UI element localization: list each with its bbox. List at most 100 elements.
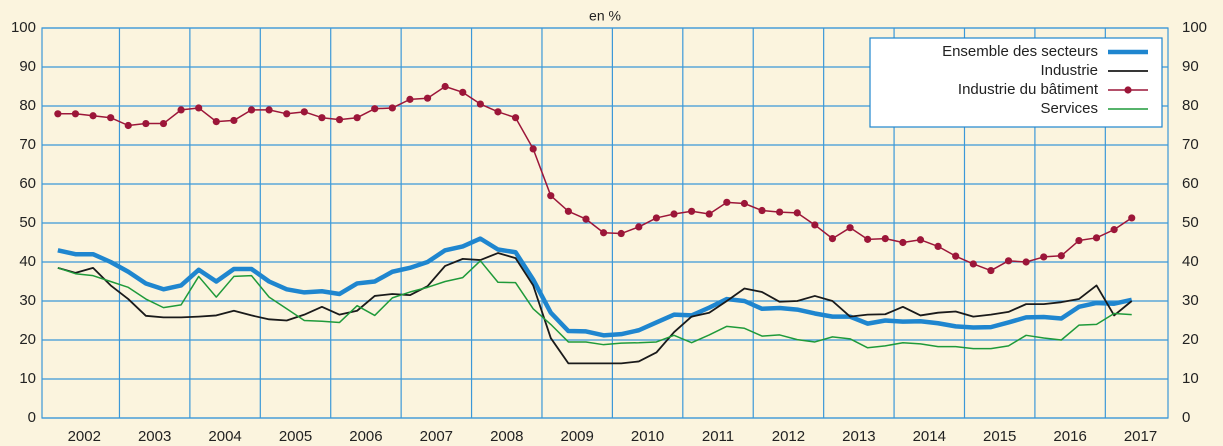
series-marker	[881, 235, 889, 243]
series-marker	[107, 114, 115, 122]
series-marker	[283, 110, 291, 118]
series-marker	[423, 94, 432, 102]
series-marker	[212, 118, 220, 126]
y2-tick-label: 80	[1182, 97, 1199, 114]
series-marker	[159, 119, 168, 128]
series-marker	[318, 114, 326, 122]
series-marker	[828, 235, 837, 243]
series-line	[57, 236, 1133, 338]
x-tick-label: 2016	[1053, 428, 1086, 445]
series-marker	[617, 229, 625, 238]
series-marker	[688, 207, 696, 215]
x-tick-label: 2009	[560, 428, 593, 445]
series-marker	[335, 116, 344, 124]
legend-label: Services	[1040, 100, 1098, 117]
x-tick-label: 2004	[208, 428, 241, 445]
series-marker	[599, 229, 608, 237]
legend-label: Industrie	[1040, 62, 1098, 79]
x-tick-label: 2002	[68, 428, 101, 445]
x-tick-label: 2010	[631, 428, 664, 445]
series-marker	[1057, 252, 1065, 260]
x-tick-label: 2017	[1124, 428, 1157, 445]
y-tick-label: 100	[11, 19, 36, 36]
y2-tick-label: 60	[1182, 175, 1199, 192]
series-marker	[705, 210, 713, 218]
series-marker	[635, 223, 643, 231]
series-marker	[1075, 236, 1083, 245]
series-marker	[247, 106, 256, 114]
y2-tick-label: 20	[1182, 331, 1199, 348]
series-marker	[916, 236, 925, 244]
x-tick-label: 2008	[490, 428, 523, 445]
series-marker	[230, 116, 238, 125]
series-marker	[459, 88, 467, 96]
series-marker	[89, 112, 97, 120]
series-marker	[987, 266, 995, 275]
y2-tick-label: 10	[1182, 370, 1199, 387]
x-tick-label: 2012	[772, 428, 805, 445]
series-line	[57, 260, 1132, 350]
series-marker	[511, 114, 520, 122]
series-marker	[476, 100, 484, 108]
x-tick-label: 2015	[983, 428, 1016, 445]
series-marker	[406, 95, 414, 103]
series-marker	[776, 208, 784, 216]
series-marker	[846, 224, 854, 232]
y2-tick-label: 50	[1182, 214, 1199, 231]
y-tick-label: 80	[19, 97, 36, 114]
series-marker	[1022, 258, 1030, 266]
y-tick-label: 40	[19, 253, 36, 270]
series-marker	[740, 199, 749, 208]
series-marker	[441, 82, 449, 91]
x-tick-label: 2007	[420, 428, 453, 445]
series-marker	[652, 214, 661, 222]
series-marker	[670, 210, 678, 218]
y-tick-label: 0	[28, 409, 36, 426]
legend-marker	[1124, 86, 1132, 94]
series-marker	[1128, 214, 1136, 222]
legend-label: Industrie du bâtiment	[958, 81, 1099, 98]
series-marker	[1092, 234, 1101, 242]
series-marker	[952, 252, 960, 260]
series-marker	[142, 119, 150, 128]
series-marker	[793, 209, 801, 217]
y-tick-label: 10	[19, 370, 36, 387]
y2-tick-label: 90	[1182, 58, 1199, 75]
x-tick-label: 2006	[349, 428, 382, 445]
series-marker	[265, 106, 273, 114]
y2-tick-label: 40	[1182, 253, 1199, 270]
y-tick-label: 50	[19, 214, 36, 231]
series-marker	[899, 238, 907, 247]
legend-label: Ensemble des secteurs	[942, 43, 1098, 60]
y-tick-label: 20	[19, 331, 36, 348]
y-tick-label: 90	[19, 58, 36, 75]
series-marker	[564, 207, 572, 215]
series-marker	[969, 260, 977, 268]
y-tick-label: 60	[19, 175, 36, 192]
series-marker	[582, 215, 590, 223]
series-marker	[1004, 257, 1013, 265]
series-marker	[529, 145, 537, 153]
series-marker	[195, 104, 203, 112]
y-tick-label: 30	[19, 292, 36, 309]
series-marker	[934, 242, 942, 250]
y2-tick-label: 30	[1182, 292, 1199, 309]
series-marker	[124, 121, 132, 130]
series-marker	[547, 192, 555, 200]
series-marker	[388, 104, 396, 112]
legend: Ensemble des secteurs Industrie Industrie …	[869, 37, 1163, 128]
series-marker	[54, 110, 62, 118]
series-marker	[1110, 226, 1118, 234]
x-tick-label: 2005	[279, 428, 312, 445]
x-tick-label: 2013	[842, 428, 875, 445]
series-marker	[723, 198, 731, 206]
y2-tick-label: 70	[1182, 136, 1199, 153]
y-tick-label: 70	[19, 136, 36, 153]
series-marker	[811, 221, 819, 229]
grid	[42, 27, 1168, 419]
x-tick-label: 2011	[702, 428, 734, 445]
series-marker	[758, 206, 766, 215]
series-marker	[1040, 253, 1048, 261]
